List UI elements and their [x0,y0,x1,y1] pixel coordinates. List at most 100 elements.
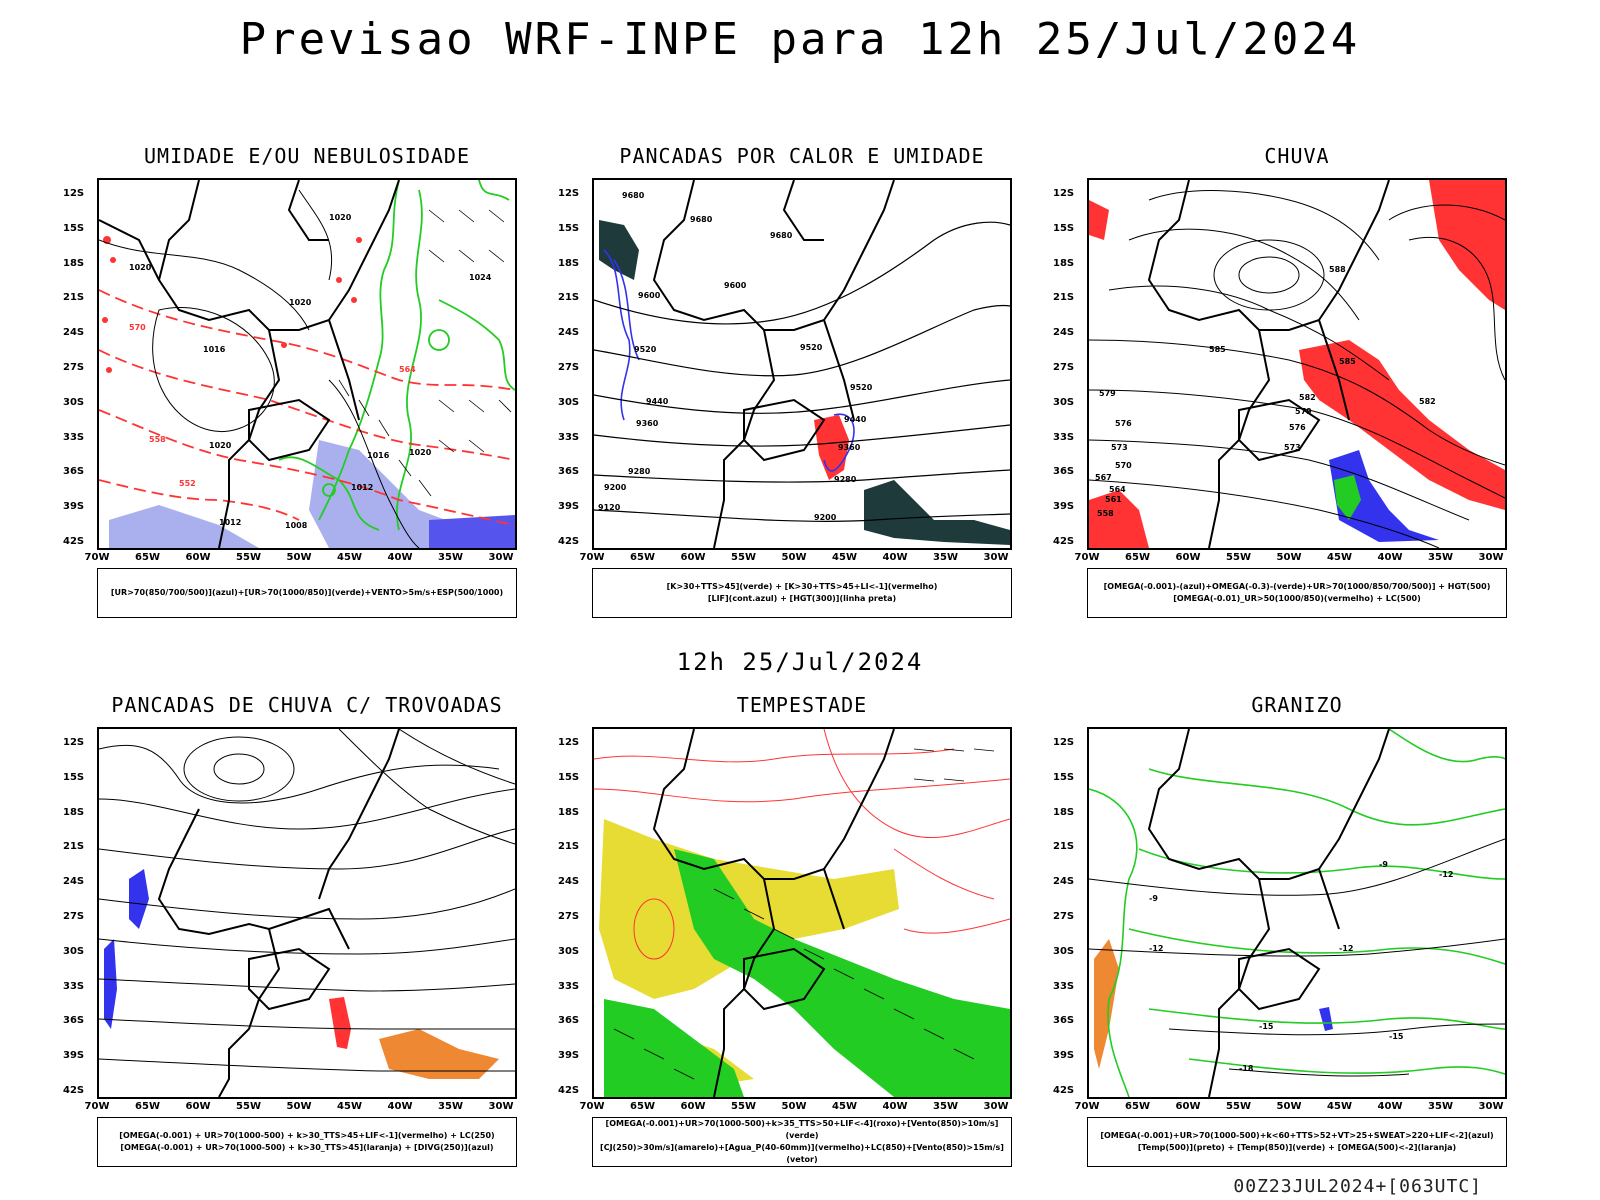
lat-tick-label: 21S [63,292,85,304]
lat-tick-label: 36S [63,1015,85,1027]
rain-area-blue [1329,450,1439,542]
contour-label: 1024 [469,273,492,282]
map-frame: 1020 1020 1020 1016 1020 1012 1008 1012 … [97,178,517,550]
contour-labels: 588 585 582 579 576 573 570 567 564 561 … [1095,265,1436,518]
lat-tick-label: 15S [63,222,85,234]
humidity-area-blue [429,515,515,548]
contour-label: -12 [1339,944,1353,953]
lat-tick-label: 27S [1053,911,1075,922]
legend-line: [OMEGA(-0.001) + UR>70(1000-500) + k>30_… [119,1131,495,1140]
panel-title: GRANIZO [1251,693,1343,717]
lat-tick-label: 42S [63,1085,85,1096]
panel-title: TEMPESTADE [736,693,868,717]
lat-tick-label: 30S [558,945,580,957]
panel-legend: [UR>70(850/700/500)](azul)+[UR>70(1000/8… [97,568,517,618]
contour-label: 1012 [219,518,241,527]
lat-tick-label: 18S [1053,806,1075,818]
lon-tick-label: 40W [1377,552,1403,563]
lat-tick-label: 18S [63,806,85,818]
lat-tick-label: 21S [1053,292,1075,304]
lon-tick-label: 50W [1276,1101,1302,1112]
lon-tick-label: 70W [84,1101,110,1112]
lon-tick-label: 60W [680,1101,706,1112]
omega-area-orange [1094,939,1119,1069]
lon-tick-label: 30W [983,552,1009,563]
lon-tick-label: 35W [438,1101,463,1112]
lat-tick-label: 42S [558,1085,580,1096]
contour-label: 576 [1115,419,1132,428]
lat-tick-label: 30S [63,945,85,957]
lat-tick-label: 39S [63,501,85,513]
lon-tick-label: 60W [185,552,211,563]
lon-tick-label: 70W [1074,552,1100,563]
lon-tick-label: 30W [488,1101,514,1112]
lat-tick-label: 12S [1053,737,1075,748]
lon-tick-label: 55W [1226,1101,1251,1112]
lat-tick-label: 18S [558,257,580,269]
lon-tick-label: 50W [781,1101,807,1112]
lat-tick-label: 39S [63,1050,85,1062]
contour-label: 585 [1339,357,1356,366]
lon-tick-label: 35W [1428,552,1453,563]
lat-tick-label: 27S [558,362,580,373]
lat-tick-label: 18S [63,257,85,269]
map-frame: 9680 9680 9680 9600 9520 9520 9440 9360 … [592,178,1012,550]
contour-label: -12 [1149,944,1163,953]
lon-tick-label: 50W [781,552,807,563]
lon-tick-label: 35W [1428,1101,1453,1112]
lat-tick-label: 36S [1053,1015,1075,1027]
lon-tick-label: 30W [1478,552,1504,563]
legend-line: [UR>70(850/700/500)](azul)+[UR>70(1000/8… [110,588,504,597]
contour-label: 9680 [622,191,645,200]
lat-tick-label: 24S [1053,327,1075,339]
lat-tick-label: 33S [1053,431,1075,443]
map-umidade: 1020 1020 1020 1016 1020 1012 1008 1012 … [99,180,515,548]
storm-area-orange [379,1029,499,1079]
lat-tick-label: 39S [1053,1050,1075,1062]
lon-tick-label: 35W [933,552,958,563]
lat-tick-label: 24S [1053,876,1075,888]
lon-tick-label: 45W [832,1101,857,1112]
contour-label: 570 [1115,461,1132,470]
humidity-contours-green [278,180,515,531]
contour-label: 579 [1295,407,1312,416]
lon-tick-label: 30W [983,1101,1009,1112]
contour-label: 573 [1111,443,1128,452]
panel-legend: [OMEGA(-0.001)-(azul)+OMEGA(-0.3)-(verde… [1087,568,1507,618]
lon-tick-label: 50W [1276,552,1302,563]
lat-tick-label: 33S [558,431,580,443]
lat-tick-label: 21S [63,841,85,853]
panel-legend: [OMEGA(-0.001)+UR>70(1000-500)+k>35_TTS>… [592,1117,1012,1167]
lat-tick-label: 21S [558,292,580,304]
lat-tick-label: 21S [1053,841,1075,853]
lat-tick-label: 39S [558,501,580,513]
contour-label: 582 [1299,393,1316,402]
lon-tick-label: 60W [1175,1101,1201,1112]
lon-tick-label: 65W [135,1101,160,1112]
contour-label: 9520 [634,345,657,354]
wind-vectors [613,748,995,1080]
humidity-area-blue [309,440,515,548]
contour-label: 576 [1289,423,1306,432]
contour-label: -9 [1149,894,1158,903]
contour-labels: 9680 9680 9680 9600 9520 9520 9440 9360 … [598,191,873,522]
contour-label: 552 [179,479,196,488]
contour-label: 1016 [367,451,390,460]
lat-tick-label: 39S [1053,501,1075,513]
lat-tick-label: 15S [63,771,85,783]
contour-label: 564 [1109,485,1126,494]
lat-tick-label: 42S [1053,536,1075,547]
panel-title: CHUVA [1264,144,1330,168]
lon-tick-label: 70W [84,552,110,563]
streamlines [99,729,515,1072]
lon-tick-label: 65W [135,552,160,563]
contour-label: 585 [1209,345,1226,354]
lat-tick-label: 12S [63,737,85,748]
lon-tick-label: 40W [882,1101,908,1112]
map-tempestade [594,729,1010,1097]
panel-title: PANCADAS POR CALOR E UMIDADE [619,144,985,168]
borders [1147,180,1390,548]
rain-area-green [1334,475,1361,520]
legend-line: [OMEGA(-0.001)+UR>70(1000-500)+k>35_TTS>… [605,1119,999,1140]
panel-legend: [K>30+TTS>45](verde) + [K>30+TTS>45+LI<-… [592,568,1012,618]
